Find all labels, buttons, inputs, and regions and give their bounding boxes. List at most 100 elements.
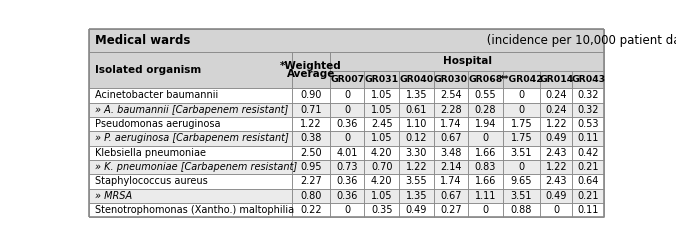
Text: Stenotrophomonas (Xantho.) maltophilia: Stenotrophomonas (Xantho.) maltophilia — [95, 205, 294, 215]
Bar — [433, 203, 468, 217]
Bar — [292, 117, 330, 131]
Bar — [89, 160, 292, 174]
Bar — [503, 131, 540, 146]
Bar — [503, 160, 540, 174]
Text: 1.74: 1.74 — [440, 119, 462, 129]
Text: 0.21: 0.21 — [577, 162, 599, 172]
Text: 1.22: 1.22 — [546, 162, 567, 172]
Bar — [330, 203, 364, 217]
Text: 2.50: 2.50 — [300, 148, 322, 158]
Text: 2.14: 2.14 — [440, 162, 462, 172]
Bar — [573, 174, 604, 189]
Text: Pseudomonas aeruginosa: Pseudomonas aeruginosa — [95, 119, 220, 129]
Text: 2.45: 2.45 — [371, 119, 393, 129]
Bar — [292, 174, 330, 189]
Bar — [399, 88, 433, 102]
Text: 1.66: 1.66 — [475, 148, 496, 158]
Bar — [399, 160, 433, 174]
Bar — [330, 174, 364, 189]
Text: 0.49: 0.49 — [546, 191, 567, 201]
Text: 0.27: 0.27 — [440, 205, 462, 215]
Bar — [573, 71, 604, 88]
Text: 1.05: 1.05 — [371, 133, 393, 143]
Bar — [364, 174, 399, 189]
Bar — [540, 174, 573, 189]
Text: *Weighted: *Weighted — [281, 61, 342, 71]
Bar — [573, 203, 604, 217]
Bar — [540, 146, 573, 160]
Bar — [433, 131, 468, 146]
Text: 0.36: 0.36 — [337, 119, 358, 129]
Text: 0: 0 — [553, 205, 559, 215]
Text: 0.11: 0.11 — [577, 133, 599, 143]
Bar — [89, 29, 604, 51]
Bar — [89, 117, 292, 131]
Bar — [292, 88, 330, 102]
Text: 1.05: 1.05 — [371, 91, 393, 101]
Text: 4.20: 4.20 — [371, 176, 393, 186]
Text: 3.48: 3.48 — [440, 148, 462, 158]
Text: » P. aeruginosa [Carbapenem resistant]: » P. aeruginosa [Carbapenem resistant] — [95, 133, 289, 143]
Text: 0: 0 — [518, 162, 525, 172]
Text: 1.35: 1.35 — [406, 91, 427, 101]
Bar — [364, 71, 399, 88]
Bar — [503, 88, 540, 102]
Text: » K. pneumoniae [Carbapenem resistant]: » K. pneumoniae [Carbapenem resistant] — [95, 162, 297, 172]
Bar — [89, 174, 292, 189]
Text: 0.83: 0.83 — [475, 162, 496, 172]
Text: 1.22: 1.22 — [300, 119, 322, 129]
Text: 0.32: 0.32 — [577, 91, 599, 101]
Bar — [573, 117, 604, 131]
Bar — [89, 51, 292, 88]
Text: 1.10: 1.10 — [406, 119, 427, 129]
Text: Staphylococcus aureus: Staphylococcus aureus — [95, 176, 208, 186]
Bar — [330, 51, 604, 71]
Bar — [89, 131, 292, 146]
Text: 0.21: 0.21 — [577, 191, 599, 201]
Bar — [433, 102, 468, 117]
Bar — [330, 189, 364, 203]
Text: GR031: GR031 — [364, 75, 399, 84]
Bar — [89, 88, 292, 102]
Text: 3.55: 3.55 — [406, 176, 427, 186]
Bar — [399, 146, 433, 160]
Bar — [89, 189, 292, 203]
Bar — [433, 71, 468, 88]
Text: » MRSA: » MRSA — [95, 191, 132, 201]
Text: 1.66: 1.66 — [475, 176, 496, 186]
Text: 0.73: 0.73 — [337, 162, 358, 172]
Bar — [468, 131, 503, 146]
Bar — [540, 71, 573, 88]
Text: Klebsiella pneumoniae: Klebsiella pneumoniae — [95, 148, 206, 158]
Bar — [292, 203, 330, 217]
Bar — [292, 160, 330, 174]
Bar — [364, 131, 399, 146]
Bar — [364, 102, 399, 117]
Bar — [468, 88, 503, 102]
Text: 2.28: 2.28 — [440, 105, 462, 115]
Bar — [330, 102, 364, 117]
Bar — [573, 131, 604, 146]
Bar — [540, 160, 573, 174]
Text: 1.22: 1.22 — [406, 162, 427, 172]
Text: GR068: GR068 — [468, 75, 502, 84]
Text: 9.65: 9.65 — [511, 176, 532, 186]
Text: 2.43: 2.43 — [546, 176, 567, 186]
Text: 0.24: 0.24 — [546, 105, 567, 115]
Bar — [468, 189, 503, 203]
Bar — [468, 146, 503, 160]
Text: 1.75: 1.75 — [510, 133, 532, 143]
Text: 0.67: 0.67 — [440, 133, 462, 143]
Text: 0.55: 0.55 — [475, 91, 496, 101]
Text: 0.35: 0.35 — [371, 205, 393, 215]
Text: 2.43: 2.43 — [546, 148, 567, 158]
Text: 1.74: 1.74 — [440, 176, 462, 186]
Text: 0.67: 0.67 — [440, 191, 462, 201]
Bar — [292, 146, 330, 160]
Text: 1.05: 1.05 — [371, 105, 393, 115]
Bar — [364, 203, 399, 217]
Bar — [330, 160, 364, 174]
Text: Isolated organism: Isolated organism — [95, 65, 201, 75]
Text: 0.36: 0.36 — [337, 191, 358, 201]
Text: 3.30: 3.30 — [406, 148, 427, 158]
